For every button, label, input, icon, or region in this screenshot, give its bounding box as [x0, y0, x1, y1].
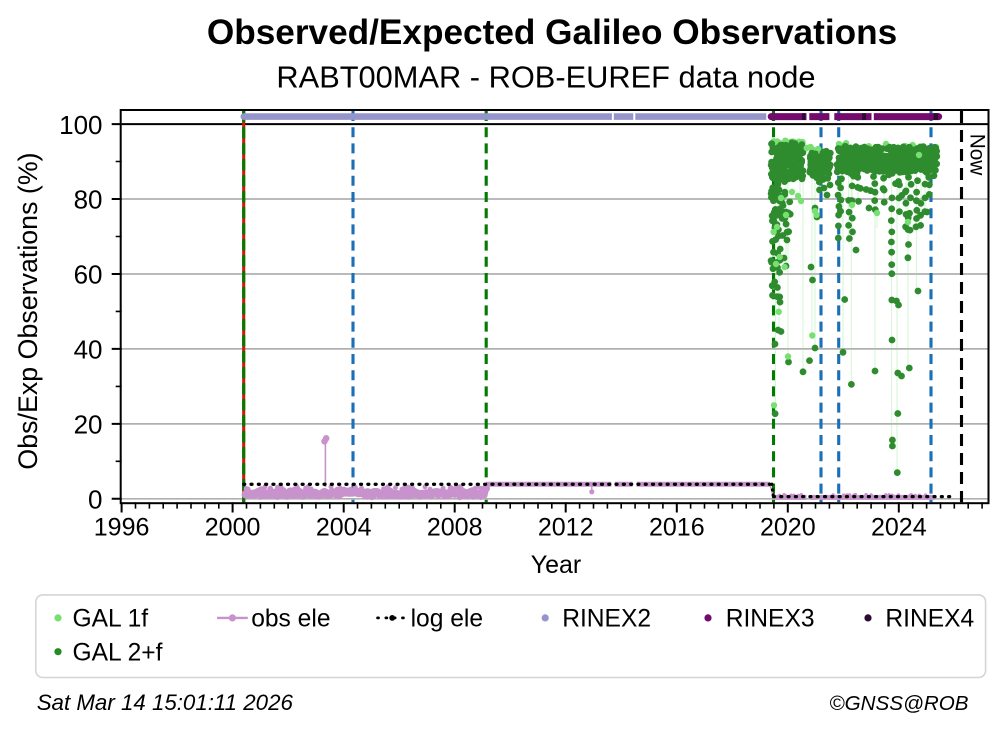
svg-text:RINEX3: RINEX3 — [726, 606, 815, 633]
svg-text:©GNSS@ROB: ©GNSS@ROB — [829, 692, 968, 715]
svg-text:Observed/Expected Galileo Obse: Observed/Expected Galileo Observations — [207, 13, 897, 52]
svg-text:1996: 1996 — [94, 514, 150, 542]
svg-text:GAL 2+f: GAL 2+f — [73, 639, 163, 666]
svg-text:Year: Year — [531, 551, 582, 579]
svg-text:Obs/Exp Observations (%): Obs/Exp Observations (%) — [13, 152, 43, 469]
svg-text:GAL 1f: GAL 1f — [73, 606, 149, 633]
svg-text:2000: 2000 — [205, 514, 261, 542]
svg-text:0: 0 — [88, 485, 102, 515]
svg-text:Now: Now — [966, 134, 989, 177]
svg-text:obs ele: obs ele — [251, 606, 330, 633]
svg-text:2020: 2020 — [760, 514, 816, 542]
svg-text:100: 100 — [59, 110, 102, 140]
svg-text:log ele: log ele — [411, 606, 483, 633]
svg-text:2024: 2024 — [871, 514, 927, 542]
svg-text:2012: 2012 — [538, 514, 594, 542]
svg-text:2008: 2008 — [427, 514, 483, 542]
svg-text:40: 40 — [74, 335, 103, 365]
svg-text:2004: 2004 — [316, 514, 372, 542]
svg-text:2016: 2016 — [649, 514, 705, 542]
svg-text:20: 20 — [74, 410, 103, 440]
svg-text:RABT00MAR - ROB-EUREF data nod: RABT00MAR - ROB-EUREF data node — [276, 60, 815, 95]
svg-text:RINEX4: RINEX4 — [885, 606, 974, 633]
svg-text:60: 60 — [74, 260, 103, 290]
svg-text:RINEX2: RINEX2 — [562, 606, 651, 633]
svg-text:Sat Mar 14 15:01:11 2026: Sat Mar 14 15:01:11 2026 — [37, 690, 294, 715]
svg-text:80: 80 — [74, 185, 103, 215]
